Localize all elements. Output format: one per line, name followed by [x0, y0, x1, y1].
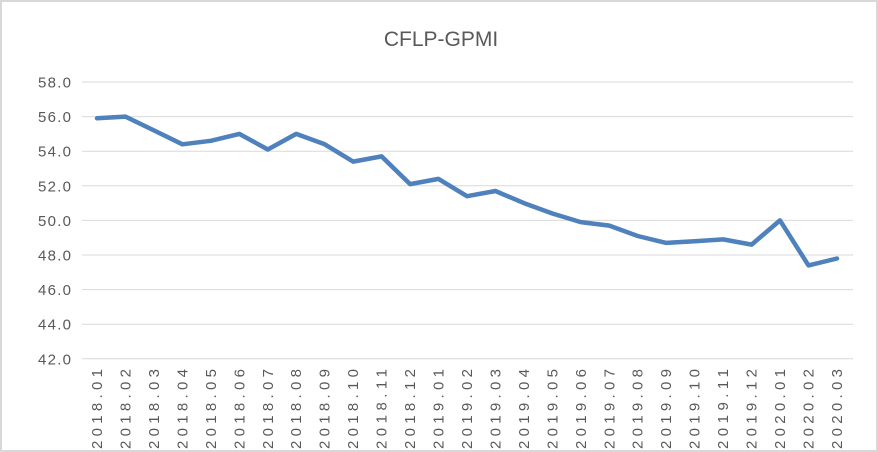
y-tick-label: 46.0: [38, 282, 71, 299]
x-tick-label: 2018.03: [146, 369, 163, 449]
x-tick-label: 2018.09: [317, 369, 334, 449]
x-tick-label: 2019.01: [431, 369, 448, 449]
gridlines-group: [82, 81, 853, 360]
x-tick-label: 2018.01: [89, 369, 106, 449]
y-tick-label: 44.0: [38, 317, 71, 334]
x-tick-label: 2018.10: [345, 369, 362, 449]
x-tick-label: 2020.02: [801, 369, 818, 449]
x-tick-label: 2018.02: [118, 369, 135, 449]
x-tick-label: 2019.11: [715, 369, 732, 449]
y-axis-labels-group: 58.0 56.0 54.0 52.0 50.0 48.0 46.0 44.0 42.0: [38, 75, 71, 369]
x-tick-label: 2019.08: [630, 369, 647, 449]
x-tick-label: 2019.09: [658, 369, 675, 449]
x-tick-label: 2018.04: [174, 369, 191, 449]
x-tick-label: 2019.02: [459, 369, 476, 449]
y-tick-label: 50.0: [38, 213, 71, 230]
x-tick-label: 2018.07: [260, 369, 277, 449]
x-tick-label: 2019.06: [573, 369, 590, 449]
x-tick-label: 2018.12: [402, 369, 419, 449]
chart-title: CFLP-GPMI: [384, 28, 498, 51]
x-tick-label: 2019.04: [516, 369, 533, 449]
x-tick-label: 2019.03: [487, 369, 504, 449]
y-tick-label: 48.0: [38, 248, 71, 265]
y-tick-label: 54.0: [38, 144, 71, 161]
pmi-series-line: [94, 114, 840, 268]
y-tick-label: 42.0: [38, 351, 71, 368]
x-tick-label: 2019.12: [744, 369, 761, 449]
x-tick-label: 2020.01: [772, 369, 789, 449]
y-tick-label: 52.0: [38, 178, 71, 195]
x-tick-label: 2018.11: [374, 369, 391, 449]
y-tick-label: 56.0: [38, 109, 71, 126]
x-tick-label: 2018.06: [231, 369, 248, 449]
x-tick-label: 2018.08: [288, 369, 305, 449]
x-tick-label: 2018.05: [203, 369, 220, 449]
x-tick-label: 2019.07: [601, 369, 618, 449]
x-tick-label: 2019.05: [544, 369, 561, 449]
x-tick-label: 2020.03: [829, 369, 846, 449]
series-group: [94, 114, 840, 268]
y-tick-label: 58.0: [38, 75, 71, 92]
x-tick-label: 2019.10: [687, 369, 704, 449]
x-axis-labels-group: 2018.01 2018.02 2018.03 2018.04 2018.05 2018.…: [89, 369, 846, 449]
